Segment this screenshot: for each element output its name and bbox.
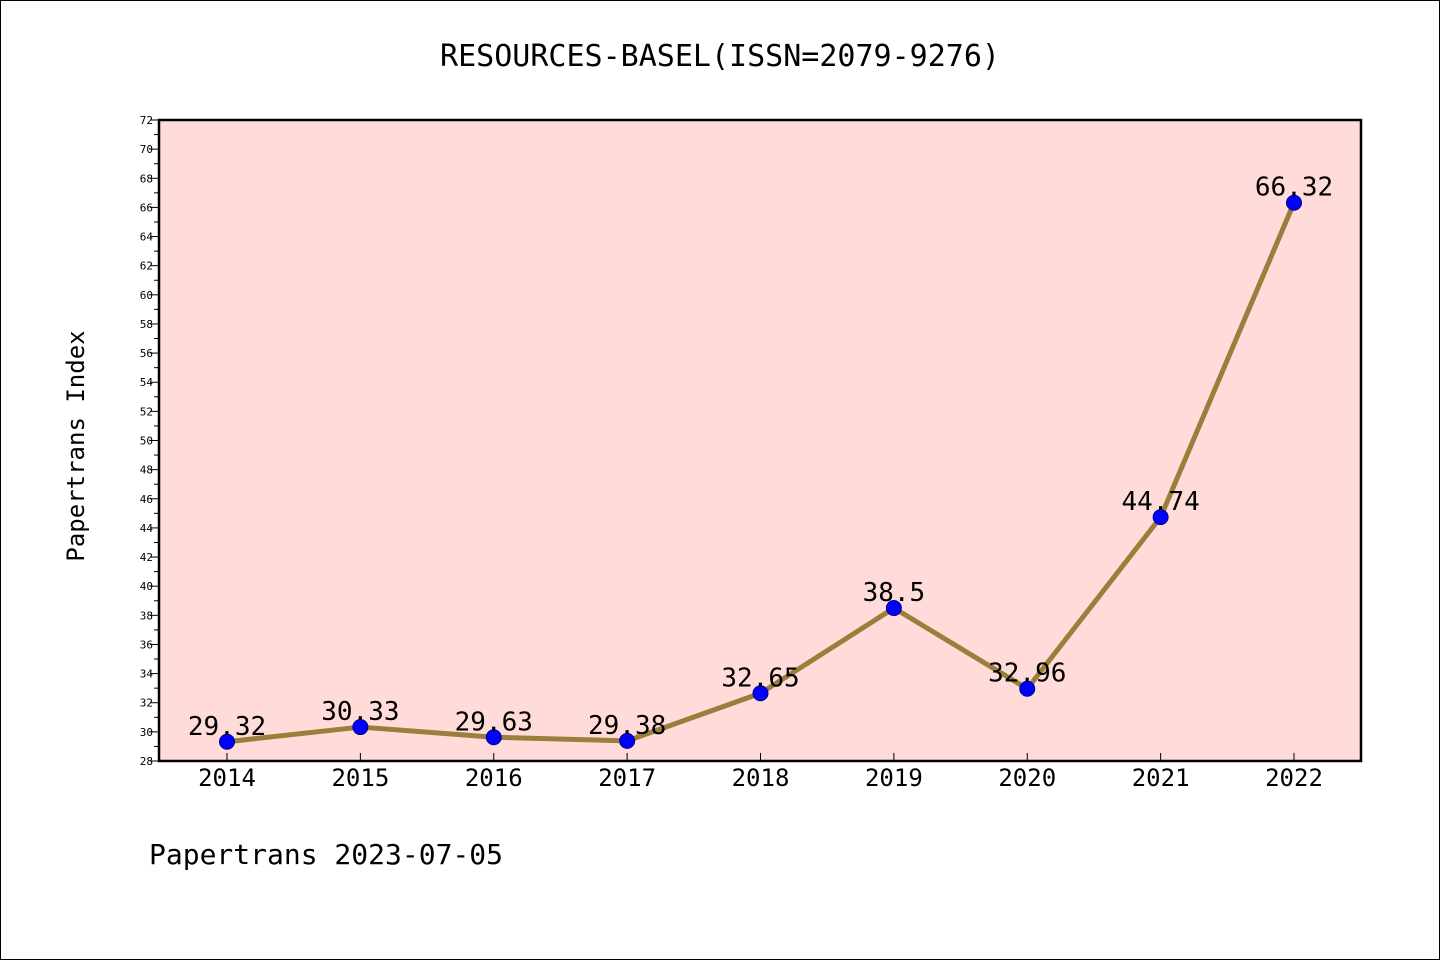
x-tick-label: 2018 <box>732 764 790 792</box>
x-tick-label: 2015 <box>331 764 389 792</box>
data-label: 66.32 <box>1255 173 1333 203</box>
y-tick-label: 54 <box>140 376 154 389</box>
y-tick-label: 42 <box>140 551 153 564</box>
x-tick-label: 2021 <box>1132 764 1190 792</box>
x-tick-label: 2016 <box>465 764 523 792</box>
data-point <box>219 733 235 750</box>
plot-border <box>157 118 1363 763</box>
y-tick-label: 44 <box>140 522 154 535</box>
x-tick-label: 2020 <box>998 764 1056 792</box>
y-tick-label: 50 <box>140 435 153 448</box>
y-tick-label: 52 <box>140 405 153 418</box>
x-axis: 2014 2015 2016 2017 2018 2019 2020 2021 2022 <box>198 753 1323 792</box>
plot-area <box>159 120 1361 761</box>
data-point <box>1286 194 1302 211</box>
y-tick-label: 60 <box>140 289 153 302</box>
footer-text: Papertrans 2023-07-05 <box>149 838 503 871</box>
y-tick-label: 34 <box>140 668 154 681</box>
y-axis: 28 30 32 34 36 38 40 42 44 46 48 50 52 54 56 58 60 62 64 66… <box>140 114 159 768</box>
y-tick-label: 30 <box>140 726 153 739</box>
data-label: 29.38 <box>588 711 666 741</box>
data-point <box>485 729 502 746</box>
x-tick-label: 2022 <box>1265 764 1323 792</box>
y-tick-label: 64 <box>140 231 154 244</box>
y-tick-label: 62 <box>140 260 153 273</box>
data-point <box>1152 509 1169 526</box>
x-tick-label: 2019 <box>865 764 923 792</box>
data-point <box>885 600 902 617</box>
y-tick-label: 40 <box>140 580 153 593</box>
data-point <box>752 685 769 702</box>
series-papertrans-index <box>219 194 1302 750</box>
data-label: 29.32 <box>188 712 266 742</box>
data-label: 38.5 <box>863 578 926 608</box>
y-tick-label: 36 <box>140 638 153 651</box>
y-tick-label: 28 <box>140 755 153 768</box>
y-tick-label: 66 <box>140 201 153 214</box>
data-label: 44.74 <box>1121 487 1199 517</box>
y-tick-label: 32 <box>140 697 153 710</box>
y-axis-label: Papertrans Index <box>62 330 90 561</box>
y-tick-label: 46 <box>140 493 153 506</box>
data-point <box>1019 680 1036 697</box>
y-tick-label: 38 <box>140 609 153 622</box>
y-tick-label: 68 <box>140 172 153 185</box>
data-label: 29.63 <box>455 707 533 737</box>
data-label: 30.33 <box>321 697 399 727</box>
y-tick-label: 72 <box>140 114 153 127</box>
x-tick-label: 2017 <box>598 764 656 792</box>
y-tick-label: 58 <box>140 318 153 331</box>
y-tick-label: 48 <box>140 464 153 477</box>
data-point <box>352 719 369 736</box>
x-tick-label: 2014 <box>198 764 256 792</box>
data-labels: 29.32 30.33 29.63 29.38 32.65 38.5 32.96 44.74 6… <box>188 173 1333 742</box>
data-label: 32.65 <box>721 663 799 693</box>
chart-title: RESOURCES-BASEL(ISSN=2079-9276) <box>440 39 1000 74</box>
y-tick-label: 70 <box>140 143 153 156</box>
data-label: 32.96 <box>988 659 1066 689</box>
y-tick-label: 56 <box>140 347 153 360</box>
data-point <box>619 732 636 749</box>
